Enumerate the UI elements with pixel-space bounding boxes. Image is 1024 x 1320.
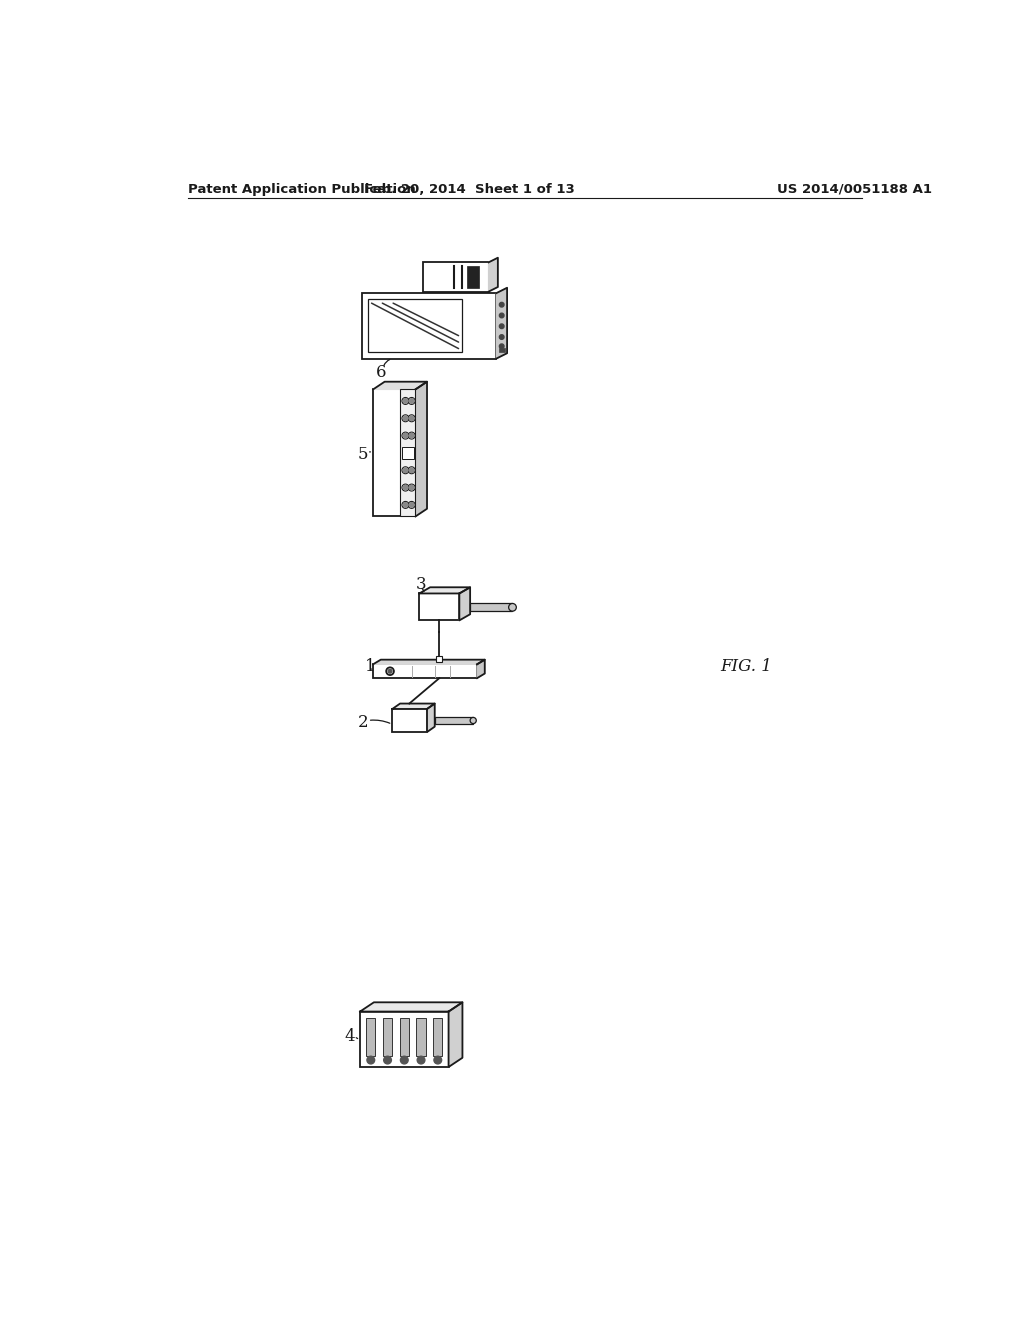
Bar xyxy=(360,1011,449,1067)
Circle shape xyxy=(409,467,415,474)
Circle shape xyxy=(400,1056,409,1064)
Circle shape xyxy=(410,399,414,404)
Bar xyxy=(368,300,463,352)
Circle shape xyxy=(403,399,408,404)
Text: 2: 2 xyxy=(357,714,369,730)
Circle shape xyxy=(403,503,408,507)
Bar xyxy=(467,267,478,288)
Circle shape xyxy=(434,1056,441,1064)
Polygon shape xyxy=(360,1002,463,1011)
Circle shape xyxy=(410,486,414,490)
Polygon shape xyxy=(497,288,507,359)
Text: FIG. 1: FIG. 1 xyxy=(721,659,772,675)
Circle shape xyxy=(402,467,409,474)
Circle shape xyxy=(409,502,415,508)
Circle shape xyxy=(409,484,415,491)
Bar xyxy=(419,594,460,620)
Polygon shape xyxy=(419,587,470,594)
Circle shape xyxy=(410,416,414,421)
Circle shape xyxy=(403,433,408,438)
Circle shape xyxy=(384,1056,391,1064)
Circle shape xyxy=(409,397,415,404)
Polygon shape xyxy=(373,381,427,389)
Bar xyxy=(373,664,477,678)
Circle shape xyxy=(403,469,408,473)
Text: US 2014/0051188 A1: US 2014/0051188 A1 xyxy=(777,182,933,195)
Circle shape xyxy=(417,1056,425,1064)
Circle shape xyxy=(410,433,414,438)
Bar xyxy=(436,656,442,663)
Bar xyxy=(361,293,497,359)
Bar xyxy=(433,1018,442,1056)
Circle shape xyxy=(410,503,414,507)
Bar xyxy=(383,1018,392,1056)
Polygon shape xyxy=(392,704,435,709)
Bar xyxy=(373,389,416,516)
Bar xyxy=(417,1018,426,1056)
Circle shape xyxy=(367,1056,375,1064)
Circle shape xyxy=(403,416,408,421)
Circle shape xyxy=(500,345,504,348)
Polygon shape xyxy=(449,1002,463,1067)
Circle shape xyxy=(388,669,392,673)
Circle shape xyxy=(402,432,409,440)
Circle shape xyxy=(470,718,476,723)
Circle shape xyxy=(409,432,415,440)
Polygon shape xyxy=(373,660,484,664)
Circle shape xyxy=(509,603,516,611)
Text: 3: 3 xyxy=(416,576,426,593)
Bar xyxy=(401,446,414,459)
Circle shape xyxy=(409,414,415,422)
Text: 1: 1 xyxy=(366,659,376,675)
Circle shape xyxy=(402,397,409,404)
Circle shape xyxy=(410,469,414,473)
Bar xyxy=(435,717,473,723)
Bar xyxy=(400,389,416,516)
Circle shape xyxy=(386,668,394,675)
Text: 4: 4 xyxy=(345,1028,355,1044)
Polygon shape xyxy=(416,381,427,516)
Text: Patent Application Publication: Patent Application Publication xyxy=(188,182,416,195)
Circle shape xyxy=(500,335,504,339)
Circle shape xyxy=(500,313,504,318)
Text: Feb. 20, 2014  Sheet 1 of 13: Feb. 20, 2014 Sheet 1 of 13 xyxy=(364,182,574,195)
Circle shape xyxy=(402,484,409,491)
Polygon shape xyxy=(460,587,470,620)
Text: 6: 6 xyxy=(376,364,386,381)
Polygon shape xyxy=(477,660,484,678)
Circle shape xyxy=(402,414,409,422)
Circle shape xyxy=(402,502,409,508)
Circle shape xyxy=(500,323,504,329)
Bar xyxy=(499,348,505,351)
Bar xyxy=(470,603,512,611)
Text: 5: 5 xyxy=(357,446,369,463)
Circle shape xyxy=(500,302,504,308)
Bar xyxy=(399,1018,409,1056)
Bar xyxy=(392,709,427,733)
Bar xyxy=(423,263,488,292)
Circle shape xyxy=(403,486,408,490)
Bar xyxy=(367,1018,376,1056)
Polygon shape xyxy=(427,704,435,733)
Polygon shape xyxy=(488,257,498,292)
